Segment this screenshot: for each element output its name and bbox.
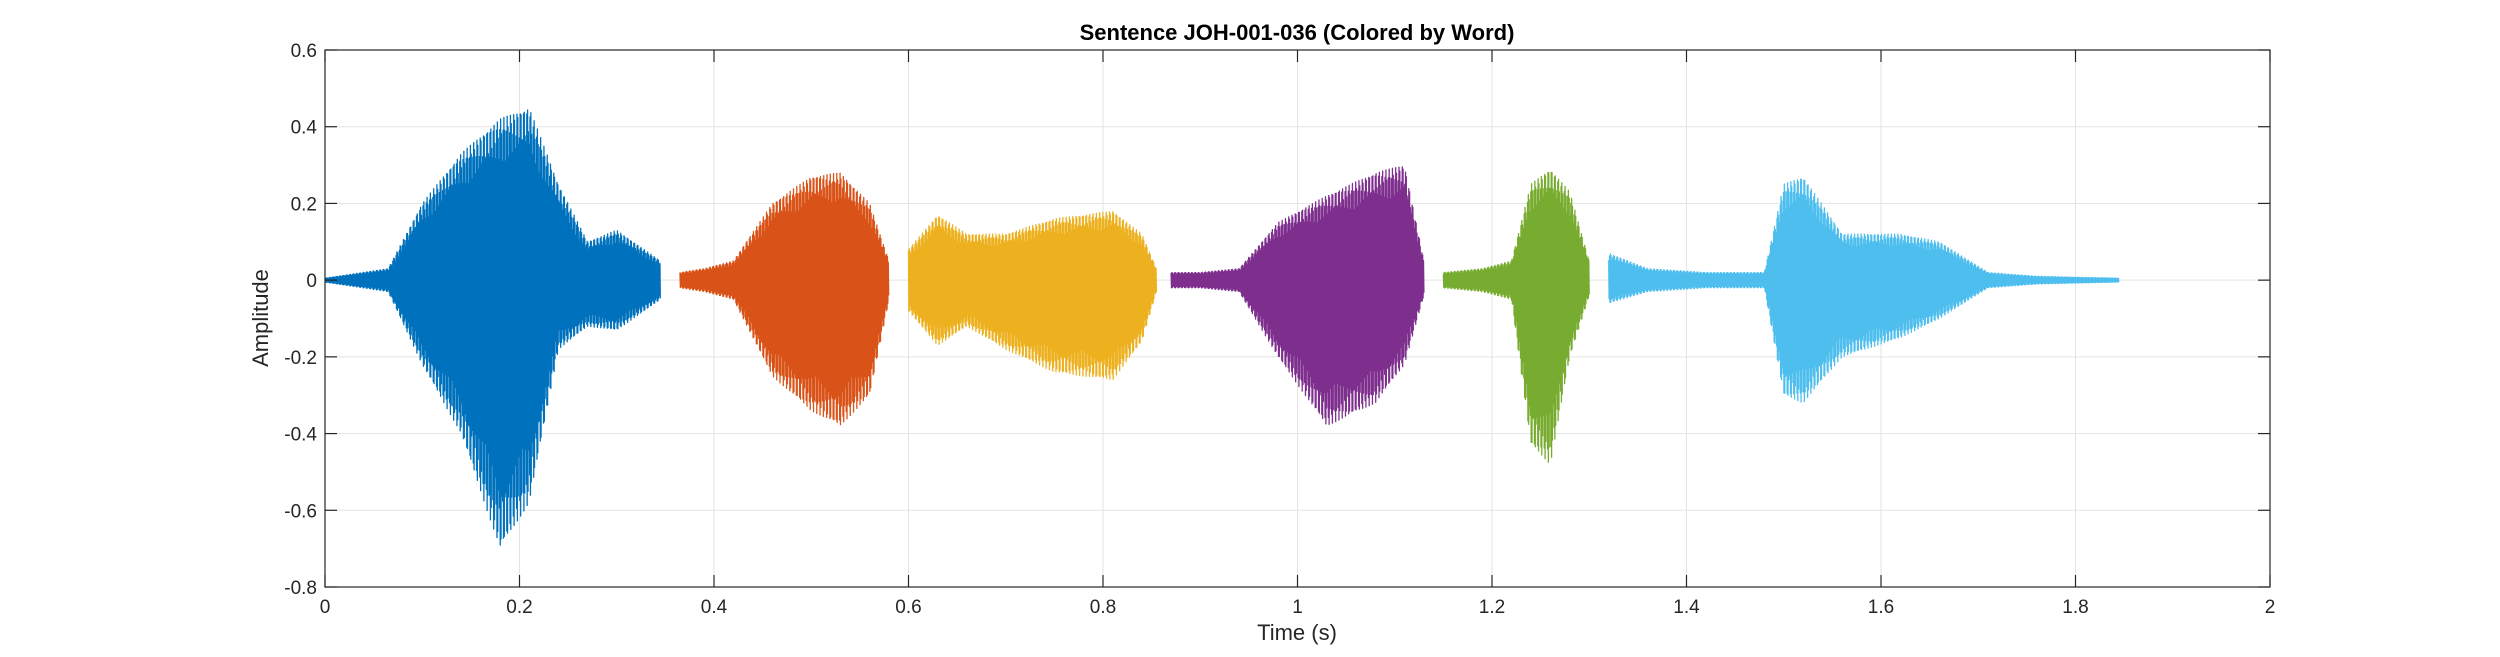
y-tick-label: 0.4 [291, 118, 318, 139]
x-tick-label: 1.2 [1479, 597, 1505, 618]
x-tick-label: 0 [320, 597, 331, 618]
x-tick-label: 2 [2265, 597, 2276, 618]
y-tick-label: -0.4 [284, 425, 317, 446]
x-tick-label: 1.6 [1868, 597, 1894, 618]
y-axis-label: Amplitude [248, 269, 273, 367]
tick-marks [324, 49, 2271, 588]
waveform-word-1 [324, 109, 661, 546]
x-tick-label: 1.4 [1673, 597, 1700, 618]
y-tick-label: 0 [306, 271, 317, 292]
waveform-word-2 [679, 172, 890, 426]
x-tick-label: 0.4 [701, 597, 728, 618]
y-tick-label: -0.6 [284, 501, 317, 522]
y-tick-label: -0.2 [284, 348, 317, 369]
waveform-series [324, 109, 2120, 546]
x-tick-label: 0.8 [1090, 597, 1116, 618]
x-tick-label: 1 [1292, 597, 1303, 618]
x-tick-label: 1.8 [2062, 597, 2088, 618]
y-tick-labels: 0.6 0.4 0.2 0 -0.2 -0.4 -0.6 -0.8 [284, 41, 317, 599]
chart-title: Sentence JOH-001-036 (Colored by Word) [1080, 20, 1515, 45]
waveform-word-4 [1170, 166, 1425, 425]
waveform-word-6 [1608, 178, 2120, 403]
waveform-word-3 [907, 211, 1158, 380]
x-tick-label: 0.2 [506, 597, 532, 618]
x-tick-label: 0.6 [895, 597, 921, 618]
y-tick-label: -0.8 [284, 578, 317, 599]
x-tick-labels: 0 0.2 0.4 0.6 0.8 1 1.2 1.4 1.6 1.8 2 [320, 597, 2276, 618]
y-tick-label: 0.6 [291, 41, 317, 62]
y-tick-label: 0.2 [291, 194, 317, 215]
waveform-word-5 [1442, 171, 1590, 463]
x-axis-label: Time (s) [1257, 620, 1337, 645]
plot-area: 0 0.2 0.4 0.6 0.8 1 1.2 1.4 1.6 1.8 2 0.60.40.20-0… [284, 41, 2275, 618]
